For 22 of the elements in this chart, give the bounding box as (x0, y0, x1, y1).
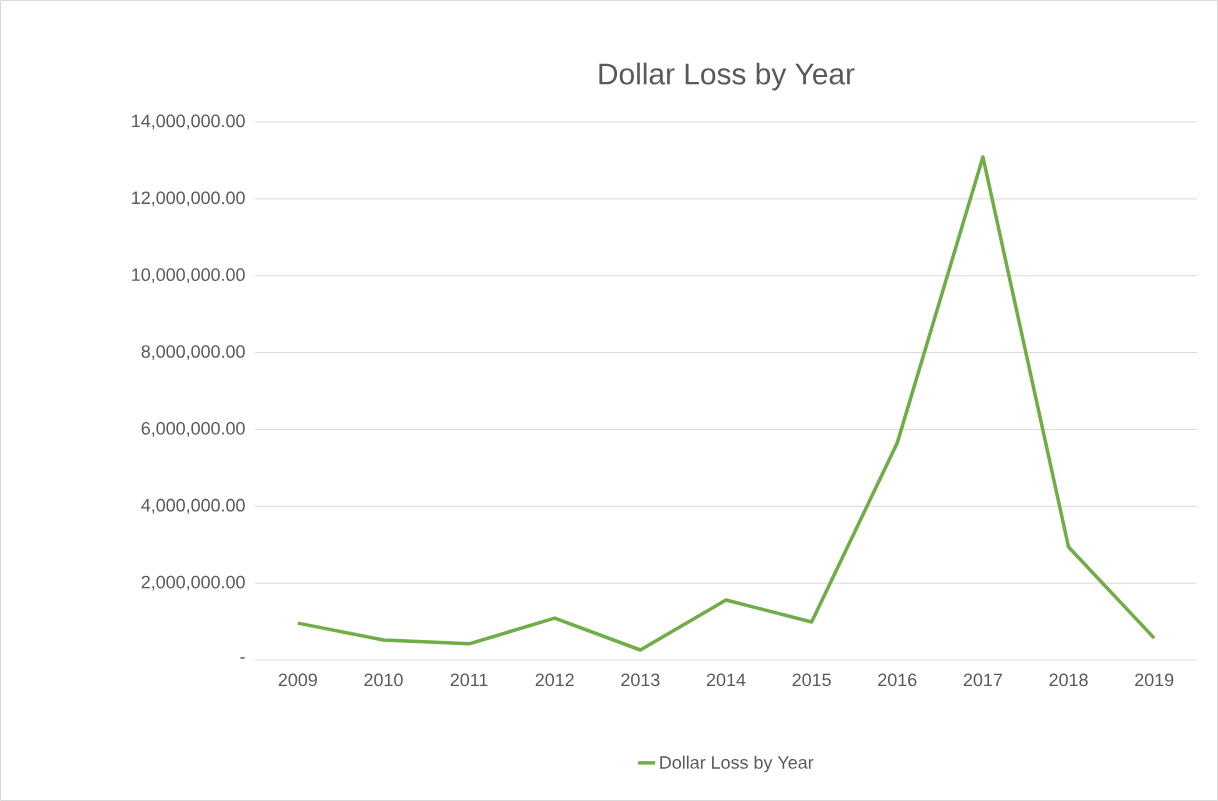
y-tick-label: 2,000,000.00 (141, 575, 245, 591)
x-tick-label: 2014 (706, 673, 746, 687)
y-tick-label: 6,000,000.00 (141, 422, 245, 437)
x-tick-label: 2018 (1049, 673, 1088, 687)
y-tick-label: - (240, 657, 245, 659)
x-tick-label: 2013 (621, 673, 660, 687)
x-tick-label: 2019 (1135, 673, 1174, 687)
y-tick-label: 14,000,000.00 (132, 114, 245, 130)
x-tick-label: 2012 (535, 673, 574, 687)
y-tick-label: 12,000,000.00 (132, 191, 245, 207)
x-tick-label: 2015 (792, 673, 831, 687)
x-tick-label: 2011 (450, 673, 488, 687)
x-tick-label: 2009 (278, 673, 317, 687)
chart-title: Dollar Loss by Year (599, 62, 855, 91)
x-tick-label: 2010 (364, 673, 403, 687)
y-tick-label: 4,000,000.00 (141, 498, 245, 514)
x-tick-label: 2017 (963, 673, 1002, 687)
line-series (296, 155, 1156, 652)
y-tick-label: 8,000,000.00 (141, 345, 245, 360)
y-tick-label: 10,000,000.00 (132, 268, 245, 284)
x-tick-label: 2016 (878, 673, 917, 687)
legend-label: Dollar Loss by Year (660, 755, 814, 773)
